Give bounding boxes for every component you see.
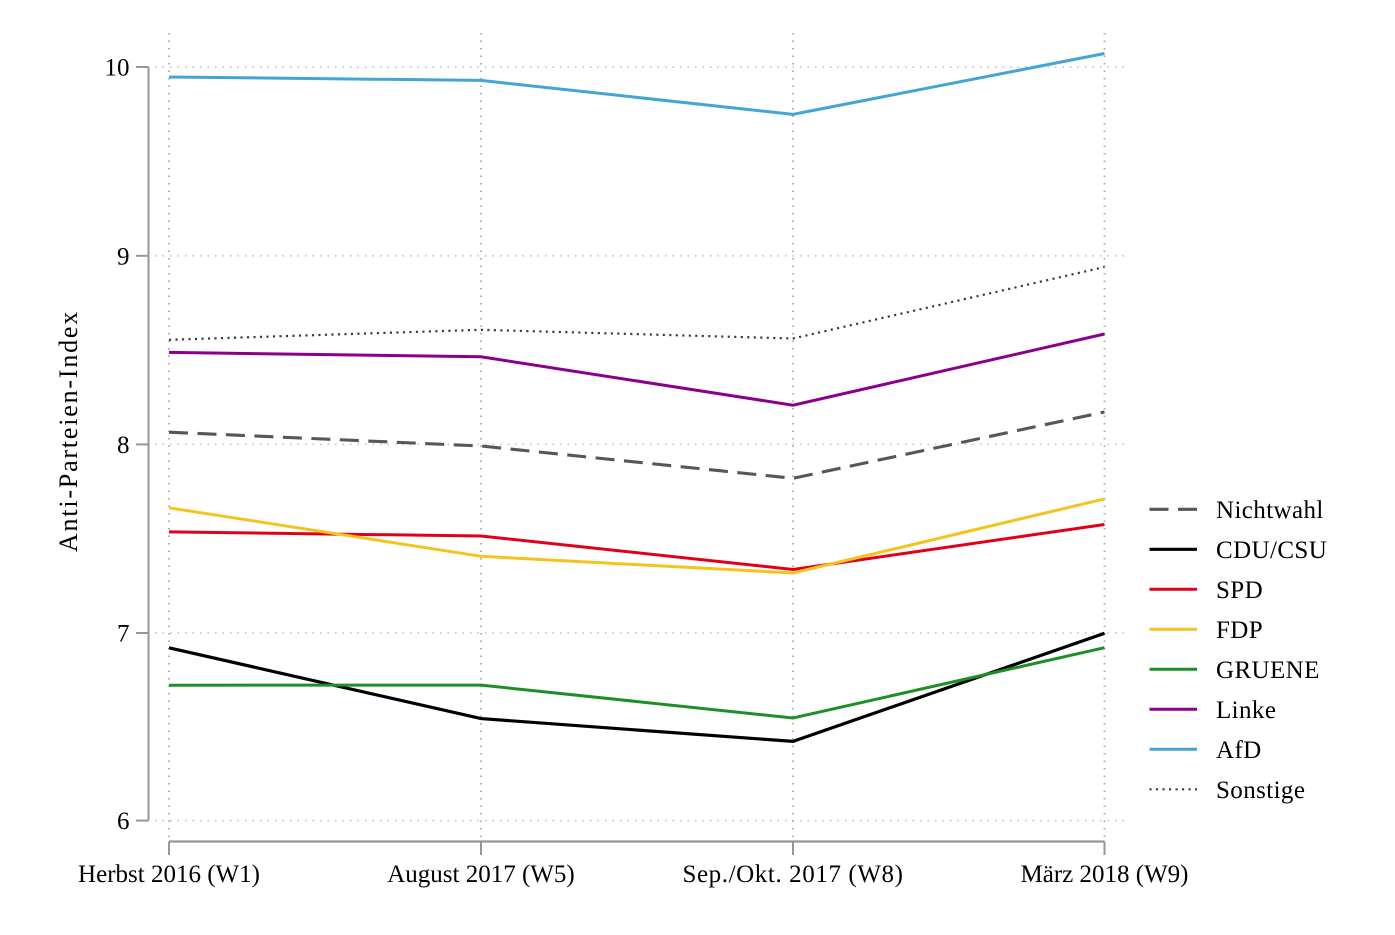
svg-text:6: 6	[117, 808, 130, 835]
svg-text:9: 9	[117, 243, 130, 270]
svg-text:GRUENE: GRUENE	[1216, 657, 1320, 684]
svg-text:8: 8	[117, 432, 130, 459]
svg-text:Anti-Parteien-Index: Anti-Parteien-Index	[54, 310, 83, 552]
svg-text:Sep./Okt. 2017 (W8): Sep./Okt. 2017 (W8)	[682, 861, 903, 888]
svg-text:FDP: FDP	[1216, 617, 1263, 644]
svg-text:7: 7	[117, 621, 130, 648]
svg-text:10: 10	[105, 55, 130, 82]
svg-text:Sonstige: Sonstige	[1216, 777, 1305, 804]
svg-text:Herbst 2016 (W1): Herbst 2016 (W1)	[78, 861, 260, 888]
svg-text:August 2017 (W5): August 2017 (W5)	[387, 861, 574, 888]
svg-text:Linke: Linke	[1216, 697, 1276, 724]
svg-text:SPD: SPD	[1216, 577, 1263, 604]
svg-text:AfD: AfD	[1216, 737, 1262, 764]
svg-text:CDU/CSU: CDU/CSU	[1216, 537, 1327, 564]
svg-text:Nichtwahl: Nichtwahl	[1216, 497, 1324, 524]
svg-text:März 2018 (W9): März 2018 (W9)	[1021, 861, 1189, 888]
